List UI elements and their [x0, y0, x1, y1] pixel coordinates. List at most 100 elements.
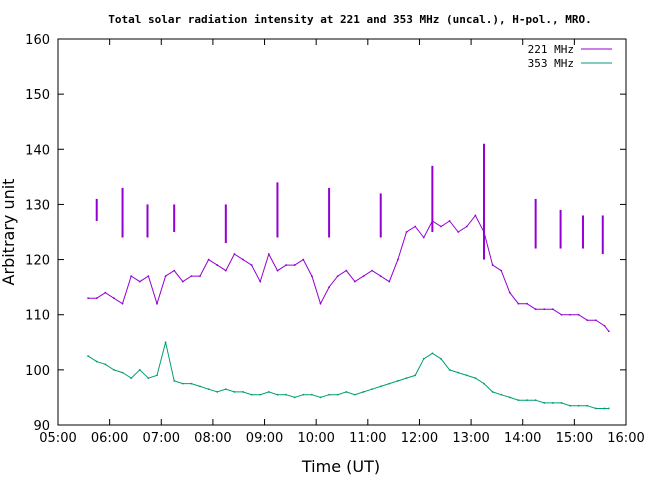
data-point	[156, 302, 158, 305]
data-point	[457, 371, 460, 374]
data-point	[491, 391, 494, 393]
x-tick-label: 16:00	[607, 431, 644, 446]
data-point	[121, 371, 124, 374]
data-point	[285, 264, 287, 266]
data-point	[440, 357, 442, 360]
data-point	[319, 302, 322, 305]
data-point	[276, 269, 279, 272]
data-point	[130, 275, 133, 278]
data-point	[474, 214, 477, 217]
data-point	[242, 258, 244, 261]
plot-frame	[57, 38, 627, 426]
data-point	[328, 286, 330, 289]
data-point	[293, 396, 296, 399]
data-point	[405, 231, 408, 233]
y-tick-label: 90	[33, 419, 50, 434]
data-point	[173, 379, 176, 382]
data-point	[440, 225, 442, 228]
data-point	[594, 319, 597, 322]
data-point	[216, 391, 219, 393]
data-point	[483, 382, 485, 385]
x-tick-label: 12:00	[401, 431, 438, 446]
x-tick-label: 10:00	[297, 431, 334, 446]
data-point	[250, 393, 253, 396]
data-point	[508, 396, 511, 399]
data-point	[414, 374, 417, 377]
data-point	[302, 393, 305, 396]
data-point	[526, 399, 528, 402]
data-point	[242, 391, 244, 393]
data-point	[362, 275, 365, 278]
y-tick-label: 130	[25, 198, 50, 213]
data-point	[379, 275, 382, 278]
data-point	[491, 264, 494, 266]
data-point	[302, 258, 305, 261]
x-tick-label: 06:00	[91, 431, 128, 446]
data-point	[422, 236, 425, 239]
data-point	[405, 377, 408, 380]
data-point	[336, 275, 339, 278]
data-point	[190, 275, 193, 278]
x-tick-label: 09:00	[246, 431, 283, 446]
data-point	[508, 291, 511, 294]
y-tick-label: 110	[25, 309, 50, 324]
data-point	[371, 269, 374, 272]
chart-title: Total solar radiation intensity at 221 a…	[108, 13, 591, 26]
data-point	[328, 393, 330, 396]
data-point	[147, 377, 150, 380]
data-point	[560, 313, 563, 316]
data-point	[465, 374, 468, 377]
x-tick-label: 08:00	[194, 431, 231, 446]
x-tick-label: 07:00	[143, 431, 180, 446]
data-point	[267, 391, 270, 393]
data-point	[113, 368, 115, 371]
data-point	[448, 220, 451, 222]
data-point	[250, 264, 253, 266]
legend-label-353: 353 MHz	[528, 57, 574, 70]
data-point	[224, 269, 227, 272]
x-axis-label: Time (UT)	[301, 457, 380, 476]
y-axis-label: Arbitrary unit	[0, 179, 18, 286]
data-point	[164, 341, 167, 344]
data-point	[586, 319, 589, 322]
data-point	[104, 291, 107, 294]
data-point	[397, 258, 399, 261]
data-point	[104, 363, 107, 366]
data-point	[319, 396, 322, 399]
y-tick-label: 100	[25, 364, 50, 379]
data-point	[181, 382, 184, 385]
data-point	[199, 385, 201, 388]
data-point	[121, 302, 124, 305]
data-point	[534, 308, 537, 311]
data-point	[113, 297, 115, 300]
data-point	[414, 225, 417, 228]
data-point	[87, 355, 90, 357]
data-point	[603, 407, 606, 410]
data-point	[138, 368, 141, 371]
data-point	[422, 357, 425, 360]
data-point	[586, 404, 589, 407]
data-point	[569, 404, 571, 407]
data-point	[173, 269, 176, 272]
data-point	[181, 280, 184, 283]
y-tick-label: 140	[25, 143, 50, 158]
data-point	[603, 324, 606, 327]
data-point	[276, 393, 279, 396]
data-point	[397, 379, 399, 382]
data-point	[354, 280, 356, 283]
data-point	[345, 269, 348, 272]
data-point	[569, 313, 571, 316]
data-point	[577, 313, 580, 316]
data-point	[551, 402, 554, 404]
data-point	[267, 253, 270, 255]
data-point	[388, 280, 391, 283]
series-line-0	[88, 214, 610, 332]
data-point	[607, 407, 610, 410]
data-point	[457, 231, 460, 233]
data-point	[233, 391, 236, 393]
data-point	[431, 352, 434, 355]
data-point	[345, 391, 348, 393]
data-point	[543, 402, 546, 404]
data-point	[259, 393, 262, 396]
y-tick-label: 120	[25, 254, 50, 269]
